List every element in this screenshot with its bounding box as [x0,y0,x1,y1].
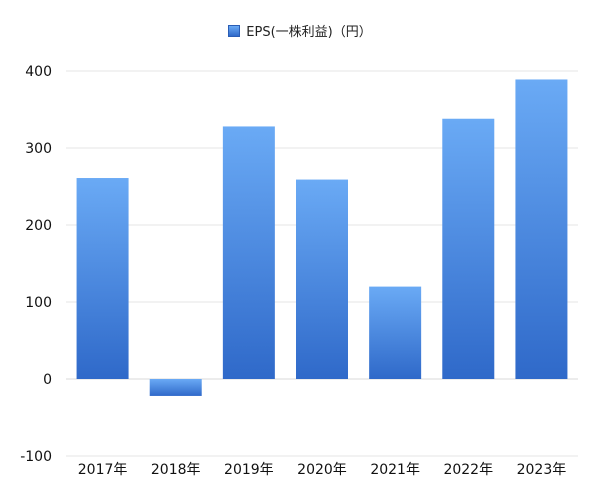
y-tick-label: -100 [20,449,52,465]
y-tick-label: 0 [43,372,52,388]
y-tick-label: 300 [25,141,52,157]
bar-2021年 [369,286,422,379]
legend-swatch [228,25,241,37]
bar-2022年 [442,118,495,380]
x-tick-label: 2022年 [443,462,493,478]
bar-2018年 [149,379,202,396]
bar-2019年 [222,126,275,379]
x-tick-label: 2020年 [297,462,347,478]
legend-label: EPS(一株利益)（円） [246,25,372,40]
x-tick-label: 2018年 [151,462,201,478]
chart-legend: EPS(一株利益)（円） [0,21,600,40]
x-tick-label: 2023年 [517,462,567,478]
y-tick-label: 100 [25,295,52,311]
x-tick-label: 2021年 [370,462,420,478]
y-tick-label: 200 [25,218,52,234]
x-tick-label: 2019年 [224,462,274,478]
bar-2020年 [296,179,348,379]
y-tick-label: 400 [25,64,52,80]
bar-2023年 [515,79,568,379]
x-tick-label: 2017年 [78,462,128,478]
bar-2017年 [76,178,129,379]
